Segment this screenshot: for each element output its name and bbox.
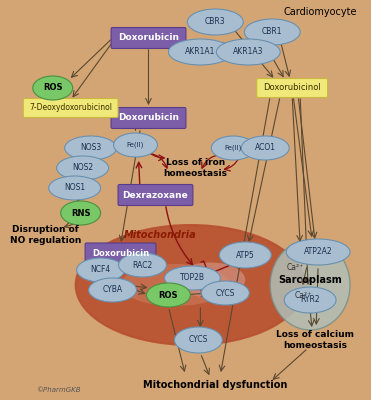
Ellipse shape	[77, 258, 125, 282]
Text: ©PharmGKB: ©PharmGKB	[36, 387, 80, 393]
Ellipse shape	[33, 76, 73, 100]
Text: Fe(II): Fe(II)	[127, 142, 144, 148]
Ellipse shape	[175, 262, 245, 298]
Text: NOS3: NOS3	[80, 144, 101, 152]
Text: Doxorubicinol: Doxorubicinol	[263, 84, 321, 92]
Text: ROS: ROS	[159, 290, 178, 300]
Ellipse shape	[286, 239, 350, 265]
Text: Ca²⁺: Ca²⁺	[286, 264, 304, 272]
Ellipse shape	[270, 240, 350, 330]
Ellipse shape	[284, 287, 336, 313]
Ellipse shape	[89, 278, 137, 302]
Text: ATP2A2: ATP2A2	[304, 248, 332, 256]
FancyBboxPatch shape	[85, 243, 156, 263]
Text: CYCS: CYCS	[189, 336, 208, 344]
Text: TOP2B: TOP2B	[180, 274, 205, 282]
Text: Dexrazoxane: Dexrazoxane	[122, 190, 188, 200]
Text: CBR1: CBR1	[262, 28, 282, 36]
Text: Fe(II): Fe(II)	[224, 145, 242, 151]
Text: Doxorubicin: Doxorubicin	[118, 114, 179, 122]
FancyBboxPatch shape	[111, 28, 186, 48]
Text: ATP5: ATP5	[236, 250, 255, 260]
Text: Cardiomyocyte: Cardiomyocyte	[283, 7, 357, 17]
Text: ACO1: ACO1	[255, 144, 276, 152]
Text: Mitochondrial dysfunction: Mitochondrial dysfunction	[143, 380, 288, 390]
Ellipse shape	[57, 156, 109, 180]
Text: Loss of iron
homeostasis: Loss of iron homeostasis	[163, 158, 227, 178]
Text: Loss of calcium
homeostasis: Loss of calcium homeostasis	[276, 330, 354, 350]
Ellipse shape	[119, 253, 167, 277]
Ellipse shape	[147, 283, 190, 307]
Ellipse shape	[201, 281, 249, 305]
Text: Disruption of
NO regulation: Disruption of NO regulation	[10, 225, 81, 245]
Ellipse shape	[174, 327, 222, 353]
Text: NCF4: NCF4	[91, 266, 111, 274]
Text: CYBA: CYBA	[102, 286, 123, 294]
Ellipse shape	[241, 136, 289, 160]
Ellipse shape	[76, 225, 305, 345]
FancyBboxPatch shape	[257, 78, 328, 98]
Text: 7-Deoxydoxorubicinol: 7-Deoxydoxorubicinol	[29, 104, 112, 112]
Ellipse shape	[187, 9, 243, 35]
FancyBboxPatch shape	[111, 108, 186, 128]
Text: Doxorubicin: Doxorubicin	[118, 34, 179, 42]
Text: Mitochondria: Mitochondria	[124, 230, 197, 240]
Ellipse shape	[114, 133, 157, 157]
FancyBboxPatch shape	[23, 98, 118, 118]
Text: RYR2: RYR2	[300, 296, 320, 304]
Text: RAC2: RAC2	[132, 260, 152, 270]
Ellipse shape	[216, 39, 280, 65]
Ellipse shape	[244, 19, 300, 45]
Ellipse shape	[49, 176, 101, 200]
Ellipse shape	[164, 266, 220, 290]
Ellipse shape	[168, 39, 232, 65]
Text: AKR1A3: AKR1A3	[233, 48, 263, 56]
Text: ROS: ROS	[43, 84, 62, 92]
Ellipse shape	[219, 242, 271, 268]
Text: Sarcoplasm: Sarcoplasm	[278, 275, 342, 285]
Text: Doxorubicin: Doxorubicin	[92, 248, 149, 258]
Text: CBR3: CBR3	[205, 18, 226, 26]
Text: AKR1A1: AKR1A1	[185, 48, 216, 56]
Ellipse shape	[121, 264, 230, 306]
Ellipse shape	[211, 136, 255, 160]
FancyBboxPatch shape	[118, 184, 193, 206]
Text: NOS1: NOS1	[64, 184, 85, 192]
Text: Ca²⁺: Ca²⁺	[295, 290, 312, 300]
Ellipse shape	[65, 136, 116, 160]
Text: RNS: RNS	[71, 208, 91, 218]
Ellipse shape	[61, 201, 101, 225]
Text: CYCS: CYCS	[216, 288, 235, 298]
Text: NOS2: NOS2	[72, 164, 93, 172]
